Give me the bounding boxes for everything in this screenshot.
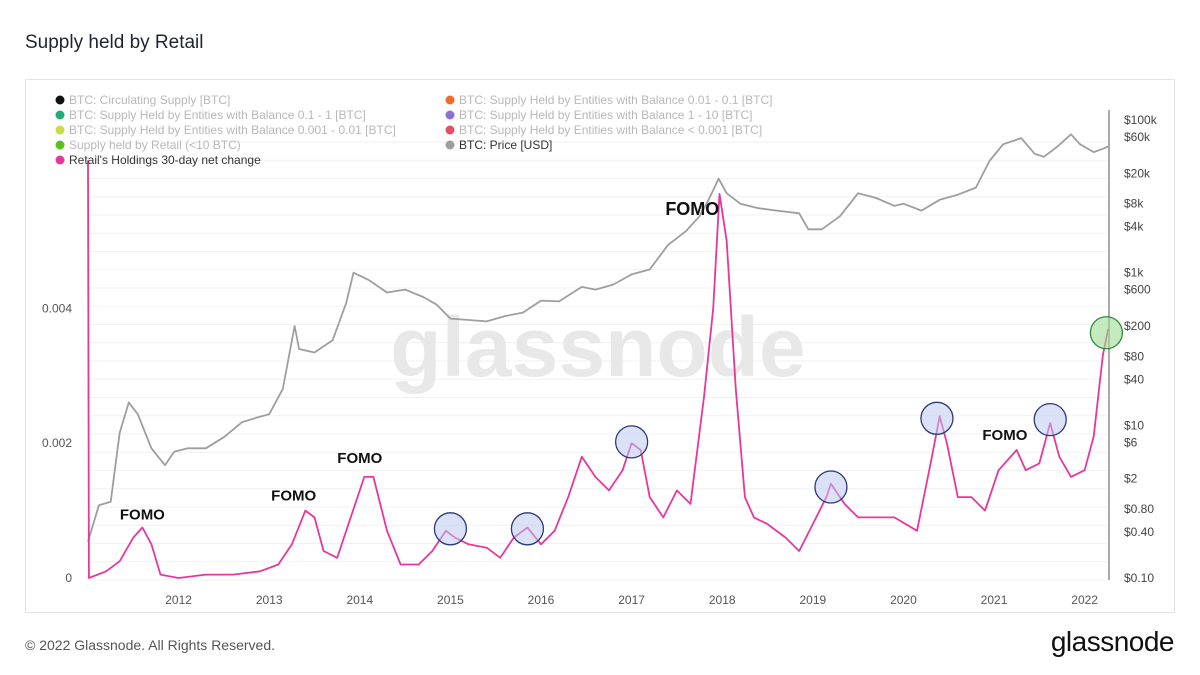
chart-title: Supply held by Retail xyxy=(25,32,204,53)
y-right-tick-label: $80 xyxy=(1124,349,1144,363)
footer-copyright: © 2022 Glassnode. All Rights Reserved. xyxy=(25,637,276,653)
legend-item: BTC: Supply Held by Entities with Balanc… xyxy=(459,123,762,137)
x-tick-label: 2017 xyxy=(618,593,645,607)
legend: BTC: Circulating Supply [BTC] BTC: Supply… xyxy=(55,93,772,167)
legend-item: Retail's Holdings 30-day net change xyxy=(69,153,261,167)
highlight-circle xyxy=(920,401,954,435)
x-tick-label: 2019 xyxy=(799,593,826,607)
x-tick-label: 2014 xyxy=(346,593,373,607)
y-left-tick-label: 0 xyxy=(65,571,72,585)
x-tick-label: 2018 xyxy=(709,593,736,607)
legend-item: Supply held by Retail (<10 BTC) xyxy=(69,138,241,152)
grid-lines xyxy=(88,141,1110,581)
chart-svg: glassnode 0 0.002 0.004 $100k $60k $20k $8k $4k… xyxy=(42,93,1158,607)
watermark: glassnode xyxy=(390,300,805,394)
legend-item: BTC: Price [USD] xyxy=(459,138,552,152)
highlight-circle xyxy=(814,470,848,504)
y-right-tick-label: $2 xyxy=(1124,472,1138,486)
legend-marker xyxy=(55,155,65,165)
highlight-circle xyxy=(510,512,545,546)
y-right-tick-label: $1k xyxy=(1124,266,1144,280)
highlight-circle xyxy=(614,425,649,459)
x-tick-label: 2012 xyxy=(165,593,192,607)
footer-logo: glassnode xyxy=(1050,626,1175,657)
y-right-tick-label: $6 xyxy=(1124,435,1138,449)
x-tick-label: 2020 xyxy=(890,593,917,607)
y-right-tick-label: $4k xyxy=(1124,220,1144,234)
y-right-tick-label: $60k xyxy=(1124,130,1151,144)
legend-item: BTC: Supply Held by Entities with Balanc… xyxy=(69,123,396,137)
y-right-tick-label: $200 xyxy=(1124,319,1151,333)
y-right-tick-label: $8k xyxy=(1124,197,1144,211)
legend-marker xyxy=(445,140,455,150)
series-line-btc-price-usd- xyxy=(87,133,1109,542)
annotation-fomo: FOMO xyxy=(120,506,165,523)
x-tick-label: 2022 xyxy=(1071,593,1098,607)
annotations: FOMO FOMO FOMO FOMO FOMO xyxy=(120,199,1028,524)
y-left-tick-label: 0.002 xyxy=(42,436,72,450)
chart-panel: glassnode 0 0.002 0.004 $100k $60k $20k $8k $4k… xyxy=(25,79,1175,613)
highlight-circle xyxy=(1089,316,1124,350)
highlight-circle xyxy=(433,512,468,546)
legend-item: BTC: Supply Held by Entities with Balanc… xyxy=(69,108,366,122)
legend-item: BTC: Supply Held by Entities with Balanc… xyxy=(459,93,772,107)
legend-marker xyxy=(55,110,65,120)
legend-marker xyxy=(445,125,455,135)
annotation-fomo: FOMO xyxy=(982,427,1027,444)
x-tick-label: 2021 xyxy=(981,593,1008,607)
y-right-tick-label: $0.10 xyxy=(1124,571,1154,585)
y-right-tick-label: $0.80 xyxy=(1124,502,1154,516)
y-right-tick-label: $40 xyxy=(1124,372,1144,386)
x-tick-label: 2013 xyxy=(256,593,283,607)
highlight-circle xyxy=(1033,402,1067,437)
x-tick-label: 2015 xyxy=(437,593,464,607)
legend-item: BTC: Supply Held by Entities with Balanc… xyxy=(459,108,752,122)
legend-marker xyxy=(55,95,65,105)
legend-marker xyxy=(445,110,455,120)
annotation-fomo: FOMO xyxy=(337,450,382,467)
annotation-fomo: FOMO xyxy=(665,199,719,219)
legend-marker xyxy=(55,140,65,150)
legend-marker xyxy=(55,125,65,135)
y-right-tick-label: $600 xyxy=(1124,283,1151,297)
highlight-circles xyxy=(433,316,1124,546)
y-right-tick-label: $20k xyxy=(1124,166,1151,180)
y-right-tick-label: $100k xyxy=(1124,113,1158,127)
annotation-fomo: FOMO xyxy=(271,488,316,505)
y-right-tick-label: $0.40 xyxy=(1124,525,1154,539)
x-tick-label: 2016 xyxy=(528,593,555,607)
axes: 0 0.002 0.004 $100k $60k $20k $8k $4k $1k $600 $20… xyxy=(42,110,1158,607)
y-left-tick-label: 0.004 xyxy=(42,301,72,315)
legend-item: BTC: Circulating Supply [BTC] xyxy=(69,93,230,107)
y-right-tick-label: $10 xyxy=(1124,418,1144,432)
legend-marker xyxy=(445,95,455,105)
